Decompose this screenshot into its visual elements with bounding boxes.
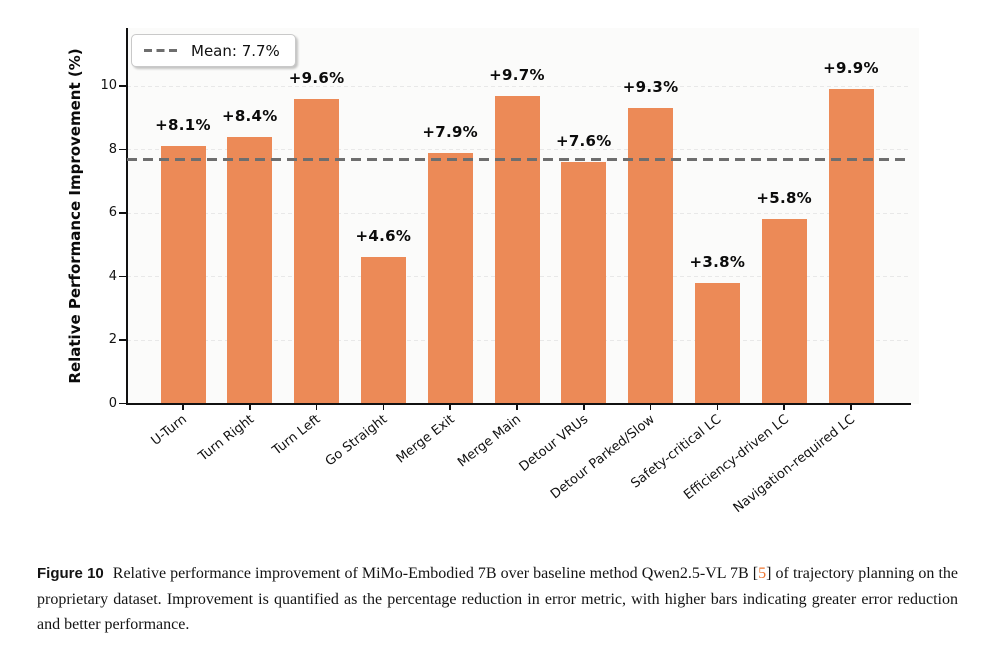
bar-value-label: +9.3% <box>622 78 679 97</box>
dashed-line-sample-icon <box>144 49 180 52</box>
x-tick-mark <box>315 404 318 410</box>
x-tick-label-text: Merge Exit <box>393 412 458 467</box>
x-tick-label-text: Go Straight <box>323 412 391 470</box>
bar <box>227 136 273 404</box>
bar <box>828 89 874 404</box>
x-tick-label-text: U-Turn <box>149 412 191 449</box>
bar-value-label: +3.8% <box>689 252 746 271</box>
y-tick-label: 2 <box>108 332 117 348</box>
x-tick-mark <box>182 404 184 410</box>
bar-value-label: +8.1% <box>155 116 211 135</box>
x-tick-mark <box>582 404 585 410</box>
bar-value-label: +5.8% <box>756 189 813 208</box>
bar-value-label: +4.6% <box>355 227 412 246</box>
bar-value-label: +9.7% <box>489 65 545 84</box>
x-tick-mark <box>783 404 786 410</box>
y-axis-label: Relative Performance Improvement (%) <box>66 48 84 384</box>
mean-line <box>127 157 910 161</box>
figure-caption: Figure 10 Relative performance improvemen… <box>37 561 958 638</box>
y-tick-label: 0 <box>108 395 117 411</box>
y-tick-mark <box>119 275 126 278</box>
bar <box>694 282 740 404</box>
y-tick-label: 10 <box>100 78 117 94</box>
bar-value-label: +8.4% <box>221 106 278 125</box>
x-tick-label-text: Navigation-required LC <box>731 412 859 517</box>
x-tick-mark <box>716 404 719 410</box>
bar <box>360 257 406 404</box>
bar <box>494 95 540 404</box>
legend: Mean: 7.7% <box>131 34 296 67</box>
y-tick-label: 6 <box>108 205 117 221</box>
bar-value-label: +7.9% <box>422 122 479 141</box>
x-tick-mark <box>850 404 852 410</box>
x-tick-mark <box>449 404 452 410</box>
bar-chart: 0 2 4 6 8 10 +8.1% U-Turn +8.4% Turn Right +9.6% Tu… <box>66 28 911 517</box>
bar-value-label: +9.9% <box>823 59 879 78</box>
figure-number-label: Figure 10 <box>37 565 104 582</box>
caption-text-before-cite: Relative performance improvement of MiMo… <box>112 565 759 582</box>
bar <box>761 219 807 404</box>
y-tick-mark <box>119 402 126 405</box>
y-tick-label: 4 <box>108 268 117 284</box>
x-tick-mark <box>382 404 385 410</box>
y-tick-mark <box>119 212 126 214</box>
bar <box>628 108 674 404</box>
bar <box>561 162 607 404</box>
y-axis-spine <box>125 28 128 405</box>
x-tick-label-text: Turn Left <box>270 412 324 459</box>
bar <box>160 146 206 404</box>
bar-value-label: +7.6% <box>555 132 612 151</box>
x-axis-spine <box>125 402 911 405</box>
x-tick-label-text: Turn Right <box>195 412 258 465</box>
x-tick-mark <box>649 404 652 410</box>
citation-link[interactable]: 5 <box>758 565 767 582</box>
y-tick-mark <box>119 85 126 87</box>
x-tick-mark <box>516 404 518 410</box>
x-tick-label-text: Merge Main <box>455 412 525 471</box>
y-tick-label: 8 <box>108 141 117 157</box>
gridline <box>127 85 910 87</box>
legend-label: Mean: 7.7% <box>191 41 280 60</box>
y-tick-mark <box>119 148 126 151</box>
x-tick-mark <box>248 404 251 410</box>
bar-value-label: +9.6% <box>288 68 345 87</box>
bar <box>294 98 340 404</box>
bar <box>427 152 473 404</box>
y-tick-mark <box>119 339 126 341</box>
caption-text-after-cite: ] of trajectory planning on the propriet… <box>37 565 958 633</box>
